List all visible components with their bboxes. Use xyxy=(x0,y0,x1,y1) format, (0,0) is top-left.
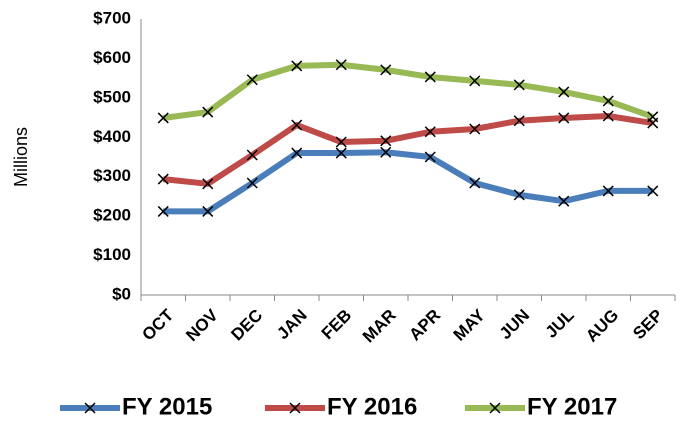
data-point xyxy=(513,79,525,91)
x-tick-label: JAN xyxy=(273,306,310,343)
x-tick-label: MAY xyxy=(450,305,490,345)
data-point xyxy=(202,205,214,217)
data-point xyxy=(380,64,392,76)
data-point xyxy=(558,112,570,124)
data-point xyxy=(602,95,614,107)
data-point xyxy=(469,177,481,189)
series-line xyxy=(162,112,654,187)
x-tick-label: MAR xyxy=(359,306,400,347)
x-tick-label: SEP xyxy=(629,306,666,343)
x-tick-label: JUN xyxy=(496,306,533,343)
data-point xyxy=(380,135,392,147)
data-point xyxy=(469,123,481,135)
x-tick-label: JUL xyxy=(542,306,578,342)
legend-label: FY 2015 xyxy=(122,393,212,420)
data-point xyxy=(602,185,614,197)
data-point xyxy=(291,147,303,159)
data-point xyxy=(647,111,659,123)
data-point xyxy=(513,115,525,127)
data-point xyxy=(380,146,392,158)
data-point xyxy=(246,177,258,189)
x-tick-label: OCT xyxy=(138,305,177,344)
y-tick-label: $0 xyxy=(112,284,131,303)
data-point xyxy=(647,185,659,197)
series-line xyxy=(162,61,654,121)
y-axis-label: Millions xyxy=(11,127,31,187)
y-tick-label: $300 xyxy=(93,166,131,185)
data-point xyxy=(424,151,436,163)
data-point xyxy=(202,178,214,190)
y-tick-label: $500 xyxy=(93,87,131,106)
data-point xyxy=(558,86,570,98)
series-line xyxy=(163,149,653,215)
legend-label: FY 2017 xyxy=(527,393,617,420)
data-point xyxy=(335,136,347,148)
data-point xyxy=(157,112,169,124)
data-point xyxy=(602,110,614,122)
data-point xyxy=(157,173,169,185)
y-tick-label: $700 xyxy=(93,8,131,27)
data-point xyxy=(246,74,258,86)
legend-marker xyxy=(289,402,301,414)
data-point xyxy=(335,147,347,159)
x-tick-label: AUG xyxy=(582,306,622,346)
x-tick-label: DEC xyxy=(227,306,266,345)
data-point xyxy=(246,149,258,161)
data-point xyxy=(558,195,570,207)
data-point xyxy=(291,119,303,131)
legend-marker xyxy=(84,402,96,414)
data-point xyxy=(335,59,347,71)
data-point xyxy=(291,60,303,72)
x-tick-label: FEB xyxy=(318,306,355,343)
data-point xyxy=(202,106,214,118)
y-tick-label: $600 xyxy=(93,48,131,67)
data-point xyxy=(424,71,436,83)
y-tick-label: $100 xyxy=(93,245,131,264)
legend-marker xyxy=(489,402,501,414)
y-tick-label: $400 xyxy=(93,127,131,146)
x-tick-label: NOV xyxy=(182,305,222,345)
y-tick-label: $200 xyxy=(93,206,131,225)
data-point xyxy=(469,75,481,87)
data-point xyxy=(424,126,436,138)
legend-label: FY 2016 xyxy=(327,393,417,420)
x-tick-label: APR xyxy=(405,306,444,345)
data-point xyxy=(513,189,525,201)
data-point xyxy=(157,205,169,217)
